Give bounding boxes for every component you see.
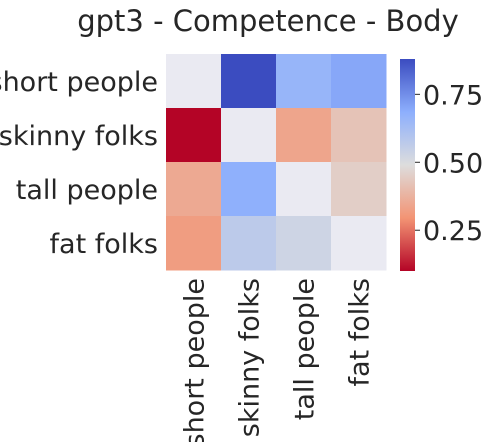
heatmap-cell [331,108,387,163]
column-label: skinny folks [235,278,266,437]
heatmap-cell [276,162,332,217]
chart-title: gpt3 - Competence - Body [77,4,459,38]
column-label: short people [180,278,211,442]
colorbar-tick-label: 0.75 [423,80,482,111]
heatmap-cell [221,162,277,217]
colorbar-tick-label: 0.50 [423,148,482,179]
column-label: tall people [290,278,321,420]
heatmap-cell [166,108,222,163]
row-label: short people [0,67,158,98]
row-label: fat folks [50,229,158,260]
heatmap-cells [166,54,387,271]
heatmap-cell [331,54,387,109]
column-label: fat folks [345,278,376,386]
row-label: tall people [16,175,158,206]
heatmap-cell [166,54,222,109]
heatmap-cell [331,162,387,217]
row-labels: short people skinny folks tall people fat f… [0,67,158,260]
heatmap-cell [276,54,332,109]
heatmap-cell [331,216,387,271]
colorbar-tick-label: 0.25 [423,216,482,247]
colorbar-gradient [400,59,415,271]
heatmap-cell [221,54,277,109]
heatmap-cell [166,162,222,217]
colorbar: 0.25 0.50 0.75 [400,59,482,271]
heatmap-cell [221,216,277,271]
heatmap-cell [221,108,277,163]
heatmap-cell [276,108,332,163]
row-label: skinny folks [0,121,158,152]
heatmap-cell [276,216,332,271]
heatmap-cell [166,216,222,271]
column-labels: short people skinny folks tall people fat f… [180,278,376,442]
